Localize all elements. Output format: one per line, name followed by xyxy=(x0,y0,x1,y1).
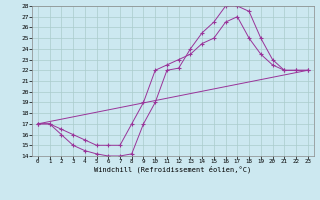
X-axis label: Windchill (Refroidissement éolien,°C): Windchill (Refroidissement éolien,°C) xyxy=(94,166,252,173)
